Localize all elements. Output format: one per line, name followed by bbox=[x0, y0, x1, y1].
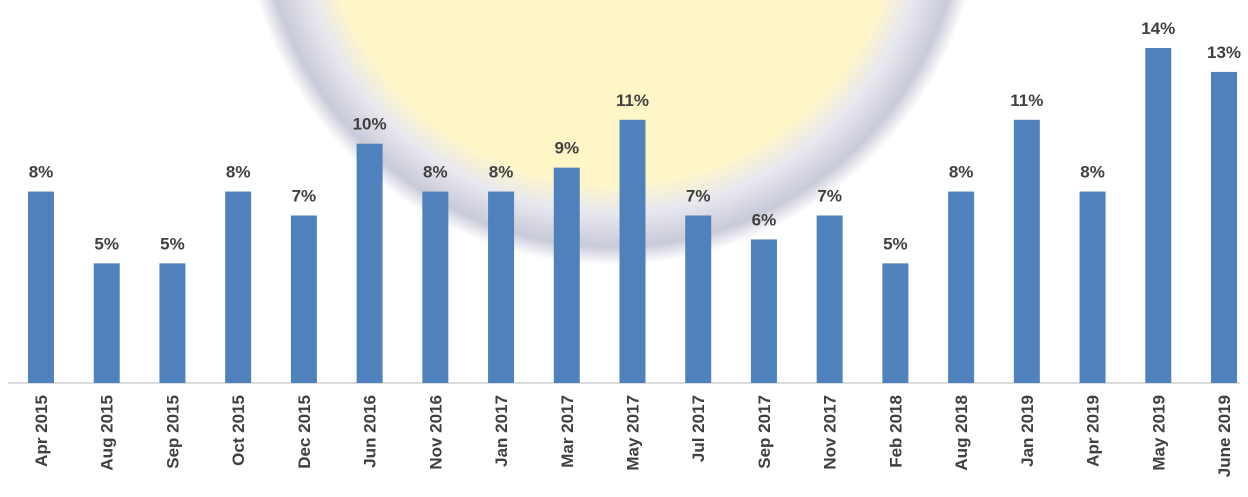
x-tick-label: Jun 2016 bbox=[361, 395, 380, 468]
bar bbox=[93, 263, 120, 383]
bar bbox=[948, 191, 975, 383]
bar bbox=[1079, 191, 1106, 383]
x-tick-label: Aug 2015 bbox=[98, 395, 117, 471]
value-label: 8% bbox=[1080, 163, 1105, 182]
bar bbox=[882, 263, 909, 383]
bar bbox=[619, 119, 646, 384]
value-label: 8% bbox=[489, 163, 514, 182]
x-tick-label: May 2017 bbox=[624, 395, 643, 471]
bar bbox=[159, 263, 186, 383]
bar bbox=[816, 215, 843, 383]
value-label: 9% bbox=[554, 139, 579, 158]
bar bbox=[225, 191, 252, 383]
value-label: 13% bbox=[1207, 43, 1241, 62]
bar bbox=[28, 191, 54, 383]
value-label: 11% bbox=[1010, 91, 1043, 110]
x-tick-label: Jul 2017 bbox=[689, 395, 708, 462]
value-label: 8% bbox=[949, 163, 974, 182]
value-label: 5% bbox=[883, 234, 908, 253]
bar bbox=[488, 191, 515, 383]
x-tick-label: Nov 2017 bbox=[821, 395, 840, 470]
x-tick-label: Sep 2017 bbox=[755, 395, 774, 469]
x-tick-label: Nov 2016 bbox=[426, 395, 445, 470]
x-tick-label: Oct 2015 bbox=[229, 395, 248, 466]
bar bbox=[1211, 71, 1237, 383]
x-tick-label: Dec 2015 bbox=[295, 395, 314, 469]
bar bbox=[290, 215, 317, 383]
bar bbox=[1013, 119, 1040, 384]
bar bbox=[422, 191, 449, 383]
value-label: 7% bbox=[686, 187, 711, 206]
x-tick-label: Feb 2018 bbox=[886, 395, 905, 468]
value-label: 7% bbox=[292, 187, 317, 206]
value-label: 7% bbox=[817, 187, 842, 206]
bar bbox=[750, 239, 777, 383]
value-label: 5% bbox=[94, 234, 119, 253]
x-tick-label: June 2019 bbox=[1215, 395, 1234, 477]
value-label: 5% bbox=[160, 234, 185, 253]
value-label: 8% bbox=[29, 163, 54, 182]
x-tick-label: Jan 2019 bbox=[1018, 395, 1037, 467]
x-tick-label: Apr 2015 bbox=[32, 395, 51, 467]
bar bbox=[553, 167, 580, 383]
x-tick-label: Apr 2019 bbox=[1084, 395, 1103, 467]
bar bbox=[1145, 48, 1172, 383]
bar bbox=[685, 215, 712, 383]
value-label: 11% bbox=[616, 91, 649, 110]
x-tick-label: May 2019 bbox=[1149, 395, 1168, 471]
value-label: 10% bbox=[353, 115, 387, 134]
x-tick-label: Jan 2017 bbox=[492, 395, 511, 467]
x-tick-label: Aug 2018 bbox=[952, 395, 971, 471]
x-tick-label: Mar 2017 bbox=[558, 395, 577, 468]
value-label: 8% bbox=[423, 163, 448, 182]
value-label: 6% bbox=[752, 210, 777, 229]
value-label: 8% bbox=[226, 163, 251, 182]
bar bbox=[356, 143, 383, 383]
x-tick-label: Sep 2015 bbox=[163, 395, 182, 469]
value-label: 14% bbox=[1141, 19, 1175, 38]
